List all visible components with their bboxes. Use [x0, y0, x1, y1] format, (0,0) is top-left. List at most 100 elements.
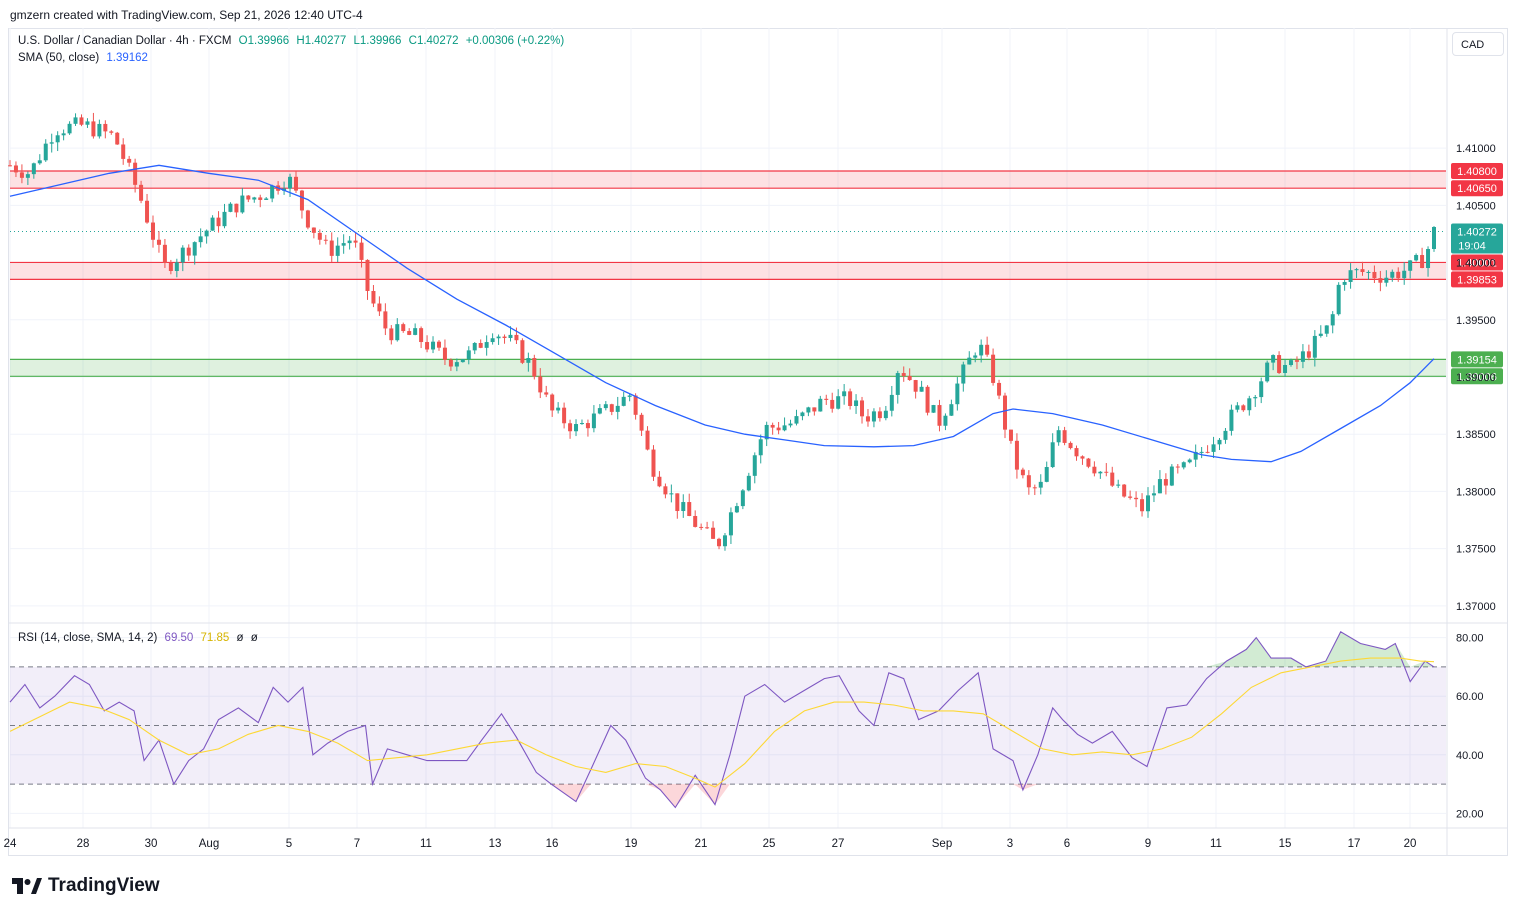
candle-body [579, 423, 584, 425]
rsi-value: 69.50 [164, 632, 194, 644]
candle-body [67, 123, 72, 134]
candle-body [258, 197, 263, 200]
candle-body [877, 411, 882, 419]
zone-price-label: 1.39154 [1457, 354, 1497, 366]
price-tick-label: 1.38000 [1456, 486, 1496, 498]
candle-body [1324, 325, 1329, 334]
candle-body [1026, 475, 1031, 488]
brand-name: TradingView [48, 875, 160, 896]
candle-body [1187, 459, 1192, 463]
candle-body [1289, 360, 1294, 366]
candle-body [192, 242, 197, 256]
candle-body [871, 411, 876, 422]
candle-body [1223, 430, 1228, 440]
rsi-line [9, 631, 1435, 809]
candle-body [1306, 351, 1311, 358]
candle-body [359, 242, 364, 260]
rsi-label[interactable]: RSI (14, close, SMA, 14, 2) [18, 632, 158, 644]
candle-body [496, 336, 501, 339]
time-tick-label: 24 [4, 838, 17, 850]
time-tick-label: 7 [354, 838, 360, 850]
candle-body [1396, 271, 1401, 279]
candle-body [967, 357, 972, 365]
candle-body [1181, 462, 1186, 468]
candle-body [836, 396, 841, 409]
candle-body [621, 396, 626, 406]
time-tick-label: 17 [1348, 838, 1361, 850]
rsi-oversold-fill [10, 784, 1434, 808]
candle-body [413, 328, 418, 335]
candle-body [1169, 466, 1174, 486]
candle-body [49, 142, 54, 144]
candle-body [133, 162, 138, 185]
candle-body [633, 395, 638, 415]
candle-body [31, 163, 36, 175]
candle-body [1157, 479, 1162, 494]
candle-body [657, 476, 662, 487]
candle-body [609, 404, 614, 412]
candle-body [514, 334, 519, 341]
candle-body [1128, 496, 1133, 498]
candle-body [961, 364, 966, 384]
candle-body [329, 240, 334, 256]
candle-body [293, 176, 298, 191]
candle-body [1211, 444, 1216, 452]
candle-body [782, 425, 787, 431]
candle-body [943, 415, 948, 426]
candle-body [1014, 440, 1019, 470]
time-tick-label: 11 [420, 838, 432, 850]
candle-body [955, 383, 960, 405]
candle-body [1032, 487, 1037, 489]
candle-body [43, 143, 48, 161]
candle-body [705, 527, 710, 529]
candle-body [568, 423, 573, 432]
zone-price-label: 1.40001 [1457, 257, 1497, 269]
candle-body [1294, 360, 1299, 362]
candle-body [764, 424, 769, 440]
candle-body [1163, 479, 1168, 486]
candle-body [1134, 497, 1139, 500]
time-tick-label: 20 [1404, 838, 1417, 850]
time-tick-label: 3 [1007, 838, 1013, 850]
price-tick-label: 1.40500 [1456, 200, 1496, 212]
time-tick-label: 25 [763, 838, 776, 850]
time-tick-label: Sep [932, 838, 952, 850]
time-tick-label: 5 [286, 838, 292, 850]
candle-body [1300, 351, 1305, 362]
symbol-name[interactable]: U.S. Dollar / Canadian Dollar · 4h · FXC… [18, 35, 232, 47]
candle-body [734, 506, 739, 513]
candle-body [1092, 466, 1097, 474]
candle-body [758, 439, 763, 456]
candle-body [603, 404, 608, 409]
candle-body [1175, 466, 1180, 468]
zone-price-tag [1451, 271, 1503, 288]
candle-body [842, 391, 847, 397]
candle-body [1277, 355, 1282, 373]
sma-label[interactable]: SMA (50, close) [18, 52, 100, 64]
candle-body [1271, 355, 1276, 363]
candle-body [115, 132, 120, 145]
candle-body [1354, 269, 1359, 271]
candle-body [687, 502, 692, 516]
zone-support [10, 359, 1446, 377]
candle-body [800, 412, 805, 417]
candle-body [1414, 255, 1419, 261]
candle-body [1008, 429, 1013, 441]
candle-body [1342, 281, 1347, 285]
candle-body [788, 423, 793, 426]
price-tick-label: 1.37500 [1456, 544, 1496, 556]
currency-button[interactable]: CAD [1452, 32, 1504, 56]
candle-body [770, 424, 775, 428]
candle-body [1372, 271, 1377, 279]
candle-body [371, 290, 376, 304]
candle-body [532, 358, 537, 377]
time-tick-label: 6 [1064, 838, 1070, 850]
candle-body [234, 203, 239, 213]
candle-body [1038, 481, 1043, 488]
rsi-legend: RSI (14, close, SMA, 14, 2) 69.50 71.85 … [18, 632, 262, 644]
candle-body [669, 493, 674, 495]
tradingview-brand[interactable]: TradingView [12, 875, 160, 897]
candle-body [240, 195, 245, 213]
time-tick-label: 13 [489, 838, 502, 850]
